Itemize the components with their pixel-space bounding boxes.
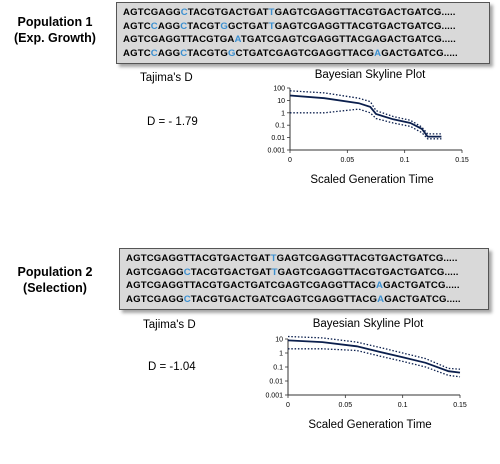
- sequence-segment: GACTGATCG.....: [384, 293, 461, 305]
- population-1-sequence-box: AGTCGAGGCTACGTGACTGATTGAGTCGAGGTTACGTGAC…: [116, 2, 490, 64]
- y-tick-label: 10: [275, 337, 283, 344]
- highlighted-base: T: [270, 253, 277, 264]
- highlighted-base: A: [234, 34, 241, 46]
- lower-hpd-line: [290, 108, 442, 140]
- x-tick-label: 0.05: [339, 402, 353, 409]
- x-tick-label: 0: [288, 157, 292, 164]
- population-1-skyline-svg: Bayesian Skyline Plot 0.001 0.01 0.1 1 10 100 0…: [267, 69, 469, 186]
- highlighted-base: C: [183, 266, 191, 278]
- highlighted-base: C: [180, 47, 188, 59]
- population-2-skyline-plot: Bayesian Skyline Plot 0.001 0.01 0.1 1 10 0 0.0…: [234, 314, 480, 444]
- x-tick-label: 0.15: [455, 157, 469, 164]
- population-1-tajima-label: Tajima's D: [140, 72, 193, 84]
- y-tick-label: 0.01: [269, 379, 283, 386]
- highlighted-base: T: [268, 7, 275, 18]
- x-tick-label: 0.05: [341, 157, 355, 164]
- x-tick-label: 0.1: [400, 157, 410, 164]
- y-tick-label: 10: [277, 98, 285, 105]
- highlighted-base: C: [183, 293, 191, 305]
- population-1-title: Population 1: [17, 15, 93, 29]
- population-2-skyline-svg: Bayesian Skyline Plot 0.001 0.01 0.1 1 10 0 0.0…: [265, 318, 467, 431]
- y-tick-label: 0.001: [267, 148, 285, 155]
- sequence-row: AGTCGAGGCTACGTGACTGATTGAGTCGAGGTTACGTGAC…: [126, 266, 482, 280]
- sequence-segment: GAGTCGAGGTTACGTGACTGATCG.....: [274, 7, 456, 18]
- x-axis-label: Scaled Generation Time: [310, 174, 433, 186]
- sequence-segment: AGTC: [123, 20, 151, 32]
- population-1-sequences: AGTCGAGGCTACGTGACTGATTGAGTCGAGGTTACGTGAC…: [123, 6, 483, 60]
- upper-hpd-line: [287, 335, 461, 370]
- y-tick-label: 100: [273, 86, 285, 93]
- median-line: [289, 94, 442, 138]
- population-2-subtitle: (Selection): [23, 281, 87, 295]
- sequence-segment: TACGT: [187, 20, 221, 32]
- sequence-segment: AGTCGAGG: [126, 266, 184, 278]
- y-tick-label: 1: [279, 351, 283, 358]
- sequence-segment: AGTCGAGGTTACGTGACTGAT: [126, 253, 271, 264]
- highlighted-base: G: [220, 20, 228, 32]
- y-tick-label: 0.001: [265, 393, 283, 400]
- population-1-label: Population 1 (Exp. Growth): [0, 14, 110, 46]
- median-line: [287, 339, 461, 374]
- plot-title: Bayesian Skyline Plot: [315, 69, 426, 81]
- highlighted-base: T: [268, 20, 275, 32]
- sequence-segment: CTGATCGAGTCGAGGTTACG: [235, 47, 375, 59]
- x-tick-label: 0.1: [398, 402, 408, 409]
- lower-hpd-line: [288, 348, 461, 378]
- highlighted-base: G: [227, 47, 236, 59]
- x-tick-label: 0: [286, 402, 290, 409]
- y-tick-label: 1: [281, 110, 285, 117]
- population-2-sequences: AGTCGAGGTTACGTGACTGATTGAGTCGAGGTTACGTGAC…: [126, 252, 482, 306]
- sequence-segment: TACGTGACTGAT: [190, 266, 272, 278]
- sequence-segment: GCTGAT: [227, 20, 269, 32]
- sequence-row: AGTCGAGGTTACGTGACTGATCGAGTCGAGGTTACGAGAC…: [126, 279, 482, 293]
- population-2-sequence-box: AGTCGAGGTTACGTGACTGATTGAGTCGAGGTTACGTGAC…: [119, 248, 489, 310]
- sequence-segment: TACGTGACTGAT: [187, 7, 269, 18]
- highlighted-base: A: [377, 293, 385, 305]
- highlighted-base: C: [180, 7, 188, 18]
- sequence-row: AGTCGAGGTTACGTGAATGATCGAGTCGAGGTTACGAGAC…: [123, 33, 483, 47]
- sequence-row: AGTCGAGGTTACGTGACTGATTGAGTCGAGGTTACGTGAC…: [126, 252, 482, 266]
- sequence-segment: AGTCGAGG: [123, 7, 181, 18]
- sequence-segment: AGTCGAGG: [126, 293, 184, 305]
- population-1-subtitle: (Exp. Growth): [14, 31, 96, 45]
- sequence-segment: GACTGATCG.....: [381, 47, 458, 59]
- sequence-segment: GAGTCGAGGTTACGTGACTGATCG.....: [277, 266, 459, 278]
- sequence-segment: AGG: [157, 47, 181, 59]
- sequence-segment: TACGTG: [187, 47, 228, 59]
- y-tick-label: 0.1: [273, 365, 283, 372]
- population-1-skyline-plot: Bayesian Skyline Plot 0.001 0.01 0.1 1 10 100 0…: [236, 66, 476, 192]
- population-2-tajima-label: Tajima's D: [143, 319, 196, 331]
- population-2-title: Population 2: [17, 265, 93, 279]
- sequence-segment: TGATCGAGTCGAGGTTACGAGACTGATCG.....: [240, 34, 456, 46]
- population-1-tajima-value: D = - 1.79: [147, 116, 198, 128]
- population-2-tajima-value: D = -1.04: [148, 361, 196, 373]
- sequence-segment: GACTGATCG.....: [383, 280, 460, 292]
- x-tick-label: 0.15: [453, 402, 467, 409]
- sequence-segment: AGTC: [123, 47, 151, 59]
- sequence-segment: AGTCGAGGTTACGTGA: [123, 34, 235, 46]
- sequence-row: AGTCCAGGCTACGTGGCTGATCGAGTCGAGGTTACGAGAC…: [123, 47, 483, 61]
- population-2-label: Population 2 (Selection): [0, 264, 110, 296]
- highlighted-base: C: [150, 20, 158, 32]
- highlighted-base: C: [180, 20, 188, 32]
- x-axis-label: Scaled Generation Time: [308, 419, 431, 431]
- sequence-row: AGTCCAGGCTACGTGGCTGATTGAGTCGAGGTTACGTGAC…: [123, 20, 483, 34]
- highlighted-base: A: [376, 280, 384, 292]
- sequence-segment: GAGTCGAGGTTACGTGACTGATCG.....: [276, 253, 458, 264]
- sequence-segment: AGTCGAGGTTACGTGACTGATCGAGTCGAGGTTACG: [126, 280, 377, 292]
- sequence-segment: AGG: [157, 20, 181, 32]
- sequence-row: AGTCGAGGCTACGTGACTGATTGAGTCGAGGTTACGTGAC…: [123, 6, 483, 20]
- highlighted-base: T: [271, 266, 278, 278]
- y-tick-label: 0.01: [271, 135, 285, 142]
- y-tick-label: 0.1: [275, 123, 285, 130]
- sequence-segment: TACGTGACTGATCGAGTCGAGGTTACG: [190, 293, 378, 305]
- highlighted-base: A: [374, 47, 382, 59]
- upper-hpd-line: [289, 90, 442, 135]
- plot-title: Bayesian Skyline Plot: [313, 318, 424, 330]
- highlighted-base: C: [150, 47, 158, 59]
- sequence-segment: GAGTCGAGGTTACGTGACTGATCG.....: [274, 20, 456, 32]
- sequence-row: AGTCGAGGCTACGTGACTGATCGAGTCGAGGTTACGAGAC…: [126, 293, 482, 307]
